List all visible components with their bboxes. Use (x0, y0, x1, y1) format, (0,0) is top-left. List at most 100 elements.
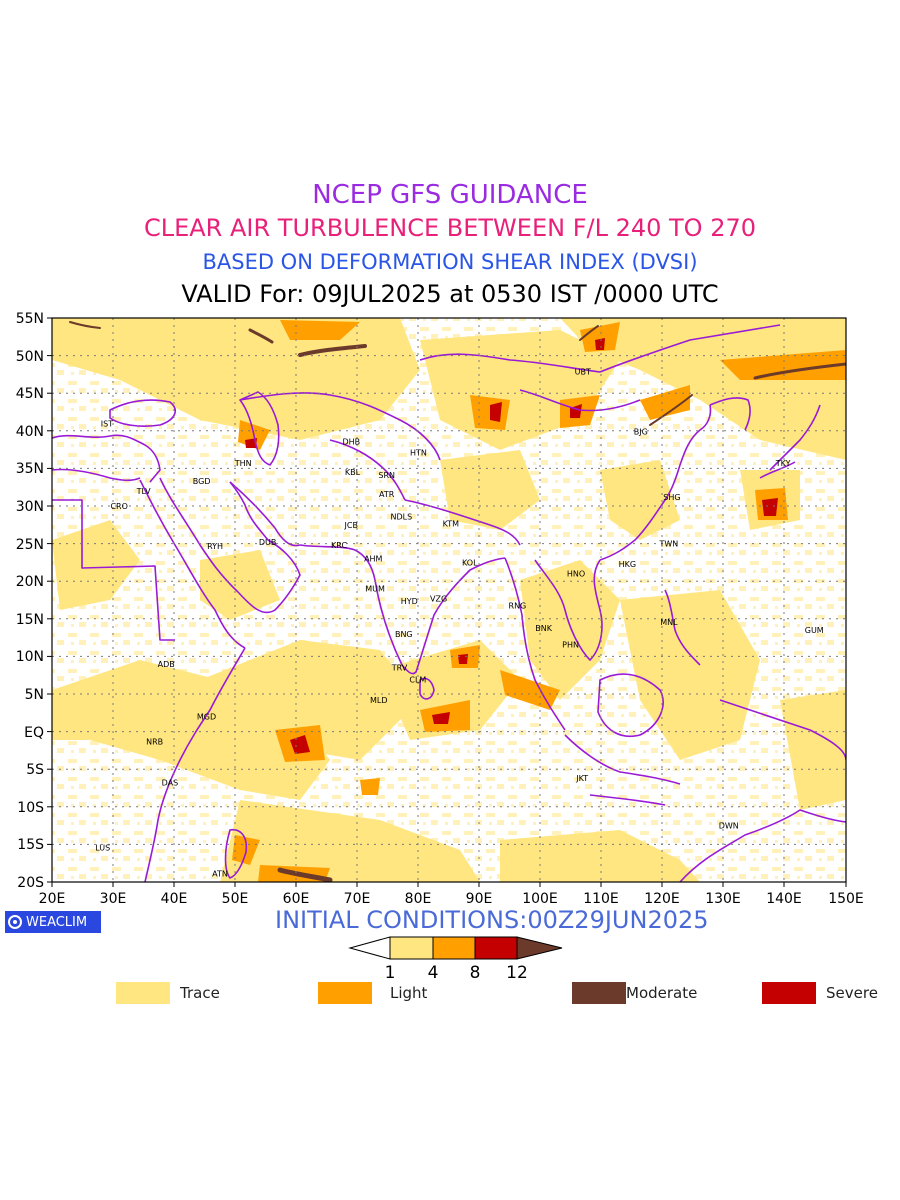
lat-label: 20N (16, 574, 44, 590)
station-label: NDLS (391, 513, 413, 522)
station-label: MNL (660, 618, 678, 627)
graticule (52, 318, 846, 882)
legend-label: Trace (180, 984, 220, 1002)
lat-label: 20S (17, 875, 44, 891)
station-label: BGD (193, 477, 211, 486)
coastlines (52, 324, 846, 882)
map-title: NCEP GFS GUIDANCE (312, 180, 588, 210)
legend-trace: Trace (116, 982, 220, 1004)
lat-label: 25N (16, 537, 44, 553)
lon-label: 110E (583, 891, 619, 907)
station-label: MUM (365, 585, 385, 594)
weaclim-logo-icon (8, 915, 22, 929)
lon-label: 130E (705, 891, 741, 907)
station-label: ADB (158, 660, 175, 669)
weaclim-badge: WEACLIM (5, 911, 101, 933)
station-label: KTM (443, 519, 460, 528)
station-label: HYD (401, 597, 418, 606)
longitude-labels: 20E 30E 40E 50E 60E 70E 80E 90E 100E 110… (39, 891, 864, 907)
station-label: KBL (345, 468, 361, 477)
station-label: IST (101, 419, 113, 428)
turbulence-map: 20E 30E 40E 50E 60E 70E 80E 90E 100E 110… (16, 311, 864, 907)
station-label: NRB (146, 737, 163, 746)
station-label: MGD (197, 713, 216, 722)
lat-label: 45N (16, 386, 44, 402)
lon-label: 140E (766, 891, 802, 907)
badge-label: WEACLIM (26, 914, 88, 930)
lat-label: 5S (26, 762, 44, 778)
legend-label: Light (390, 984, 428, 1002)
station-label: ATR (379, 490, 395, 499)
station-label: CRO (110, 502, 127, 511)
station-label: PHN (562, 640, 579, 649)
colorbar-low-triangle (348, 936, 391, 960)
colorbar-severe (474, 936, 518, 960)
lat-label: EQ (24, 725, 44, 741)
legend-swatch (572, 982, 626, 1004)
station-label: HTN (410, 449, 427, 458)
lat-label: 55N (16, 311, 44, 327)
lat-label: 35N (16, 461, 44, 477)
colorbar-tick: 4 (428, 963, 439, 980)
valid-time: VALID For: 09JUL2025 at 0530 IST /0000 U… (181, 280, 719, 308)
station-label: RNG (509, 601, 527, 610)
station-label: AHM (364, 555, 382, 564)
legend-light: Light (318, 982, 427, 1004)
map-subtitle-turbulence: CLEAR AIR TURBULENCE BETWEEN F/L 240 TO … (143, 214, 757, 242)
station-label: SRN (378, 471, 395, 480)
station-label: TKY (775, 459, 791, 468)
map-subtitle-index: BASED ON DEFORMATION SHEAR INDEX (DVSI) (202, 250, 698, 274)
legend-swatch (318, 982, 372, 1004)
station-label: JCB (344, 521, 358, 530)
station-label: TRV (391, 664, 408, 673)
light-regions (232, 320, 846, 882)
station-label: MLD (370, 696, 388, 705)
lat-label: 30N (16, 499, 44, 515)
station-label: LUS (95, 843, 110, 852)
station-label: BJG (634, 428, 648, 437)
lat-label: 10N (16, 649, 44, 665)
station-label: TLV (136, 487, 151, 496)
legend-label: Severe (826, 984, 878, 1002)
station-label: DAS (162, 779, 179, 788)
lat-label: 40N (16, 424, 44, 440)
legend-swatch (762, 982, 816, 1004)
station-label: GUM (805, 626, 824, 635)
lon-label: 60E (283, 891, 310, 907)
station-label: TWN (658, 540, 678, 549)
station-label: UBT (575, 367, 591, 376)
lon-label: 90E (466, 891, 493, 907)
legend-label: Moderate (626, 984, 698, 1002)
station-label: KRC (331, 541, 347, 550)
legend-moderate: Moderate (572, 982, 697, 1004)
colorbar-tick: 8 (470, 963, 481, 980)
station-label: JKT (575, 774, 588, 783)
lon-label: 20E (39, 891, 66, 907)
trace-regions (52, 318, 846, 882)
lon-label: 100E (522, 891, 558, 907)
legend-severe: Severe (762, 982, 878, 1004)
legend-swatch (116, 982, 170, 1004)
lon-label: 30E (100, 891, 127, 907)
colorbar-trace (389, 936, 434, 960)
station-label: DHB (342, 437, 360, 446)
lat-label: 15S (17, 837, 44, 853)
lon-label: 80E (405, 891, 432, 907)
lon-label: 40E (161, 891, 188, 907)
lat-label: 5N (25, 687, 44, 703)
station-label: BNK (535, 624, 552, 633)
lat-label: 15N (16, 612, 44, 628)
station-label: ATN (212, 870, 228, 879)
latitude-labels: 55N 50N 45N 40N 35N 30N 25N 20N 15N 10N … (16, 311, 44, 891)
lon-label: 70E (344, 891, 371, 907)
station-label: HNO (567, 570, 585, 579)
moderate-regions (69, 321, 846, 882)
initial-conditions: INITIAL CONDITIONS:00Z29JUN2025 (275, 906, 709, 934)
station-label: THN (234, 459, 252, 468)
turbulence-layer (52, 318, 846, 882)
station-label: SHG (663, 493, 680, 502)
map-frame (51, 317, 847, 883)
station-label: HKG (619, 560, 636, 569)
colorbar: 1 4 8 12 (348, 936, 563, 980)
colorbar-tick: 1 (385, 963, 396, 980)
